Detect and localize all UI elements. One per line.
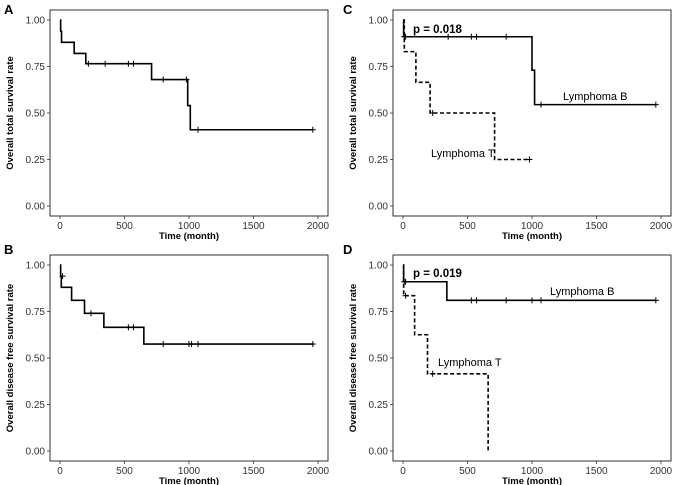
panel-a-xtick-label: 1000 [178, 221, 201, 232]
panel-letter-a: A [4, 2, 14, 17]
panel-b: 0.00 0.25 0.50 0.75 1.00 0 500 1000 1500 2000 Time… [5, 254, 330, 485]
panel-b-ytick-label: 0.00 [26, 447, 46, 458]
panel-d-ytick-label: 0.00 [369, 447, 389, 458]
panel-b-xtick-label: 0 [57, 466, 63, 477]
panel-c-lymphoma-b-curve [402, 19, 656, 106]
panel-c-ytick-label: 0.00 [369, 202, 389, 213]
panel-a-xtick-label: 1500 [242, 221, 265, 232]
panel-a-ytick-label: 0.25 [26, 155, 46, 166]
panel-c-ytick-label: 0.75 [369, 62, 389, 73]
panel-letter-c: C [343, 2, 353, 17]
panel-b-ytick-label: 1.00 [26, 261, 46, 272]
label-lymphoma-t-c: Lymphoma T [431, 148, 495, 160]
panel-c-xtick-label: 500 [459, 221, 476, 232]
panel-d-lymphoma-t-curve [402, 264, 489, 451]
panel-b-frame [49, 254, 329, 462]
panel-d-xtick-label: 1500 [585, 466, 608, 477]
panel-c-x-axis-title: Time (month) [502, 231, 562, 242]
panel-d-frame [392, 254, 672, 462]
panel-d-ytick-label: 0.50 [369, 354, 389, 365]
panel-b-ytick-label: 0.75 [26, 307, 46, 318]
panel-d-xtick-label: 2000 [650, 466, 673, 477]
panel-c-ytick-label: 0.50 [369, 109, 389, 120]
panel-a: 0.00 0.25 0.50 0.75 1.00 0 500 1000 1500 2000 Time… [5, 9, 330, 242]
panel-c-y-axis-title: Overall total survival rate [348, 56, 359, 170]
panel-letter-d: D [343, 242, 352, 257]
panel-a-xtick-label: 500 [116, 221, 133, 232]
label-lymphoma-b-c: Lymphoma B [563, 91, 627, 103]
panel-c-xtick-label: 1000 [521, 221, 544, 232]
panel-c: 0.00 0.25 0.50 0.75 1.00 0 500 1000 1500 2000 Time… [348, 9, 673, 242]
panel-a-y-axis-title: Overall total survival rate [5, 56, 16, 170]
panel-d-xtick-label: 500 [459, 466, 476, 477]
panel-b-x-axis-title: Time (month) [159, 476, 219, 485]
p-value-d: p = 0.019 [413, 268, 462, 280]
panel-c-ytick-label: 1.00 [369, 16, 389, 27]
panel-d-x-axis-title: Time (month) [502, 476, 562, 485]
panel-b-ytick-label: 0.50 [26, 354, 46, 365]
panel-d: 0.00 0.25 0.50 0.75 1.00 0 500 1000 1500 2000 Time… [348, 254, 673, 485]
panel-a-ytick-label: 0.00 [26, 202, 46, 213]
panel-a-all-curve [59, 19, 313, 131]
panel-b-ytick-label: 0.25 [26, 400, 46, 411]
label-lymphoma-t-d: Lymphoma T [438, 357, 502, 369]
panel-a-ytick-label: 1.00 [26, 16, 46, 27]
panel-letter-b: B [4, 242, 13, 257]
panel-b-xtick-label: 1500 [242, 466, 265, 477]
panel-c-lymphoma-t-curve [403, 19, 530, 161]
panel-b-y-axis-title: Overall disease free survival rate [5, 284, 16, 432]
panel-d-xtick-label: 0 [400, 466, 406, 477]
panel-d-ytick-label: 0.25 [369, 400, 389, 411]
panel-b-xtick-label: 1000 [178, 466, 201, 477]
panel-d-xtick-label: 1000 [521, 466, 544, 477]
panel-d-ytick-label: 1.00 [369, 261, 389, 272]
label-lymphoma-b-d: Lymphoma B [550, 286, 614, 298]
panel-c-xtick-label: 1500 [585, 221, 608, 232]
panel-c-ytick-label: 0.25 [369, 155, 389, 166]
panel-b-xtick-label: 2000 [307, 466, 330, 477]
panel-a-frame [49, 9, 329, 217]
panel-a-ytick-label: 0.75 [26, 62, 46, 73]
panel-b-all-curve [59, 264, 313, 345]
panel-a-ytick-label: 0.50 [26, 109, 46, 120]
panel-a-xtick-label: 0 [57, 221, 63, 232]
p-value-c: p = 0.018 [413, 24, 463, 36]
panel-b-xtick-label: 500 [116, 466, 133, 477]
panel-a-x-axis-title: Time (month) [159, 231, 219, 242]
panel-a-xtick-label: 2000 [307, 221, 330, 232]
panel-c-xtick-label: 2000 [650, 221, 673, 232]
panel-d-ytick-label: 0.75 [369, 307, 389, 318]
panel-d-y-axis-title: Overall disease free survival rate [348, 284, 359, 432]
panel-c-xtick-label: 0 [400, 221, 406, 232]
